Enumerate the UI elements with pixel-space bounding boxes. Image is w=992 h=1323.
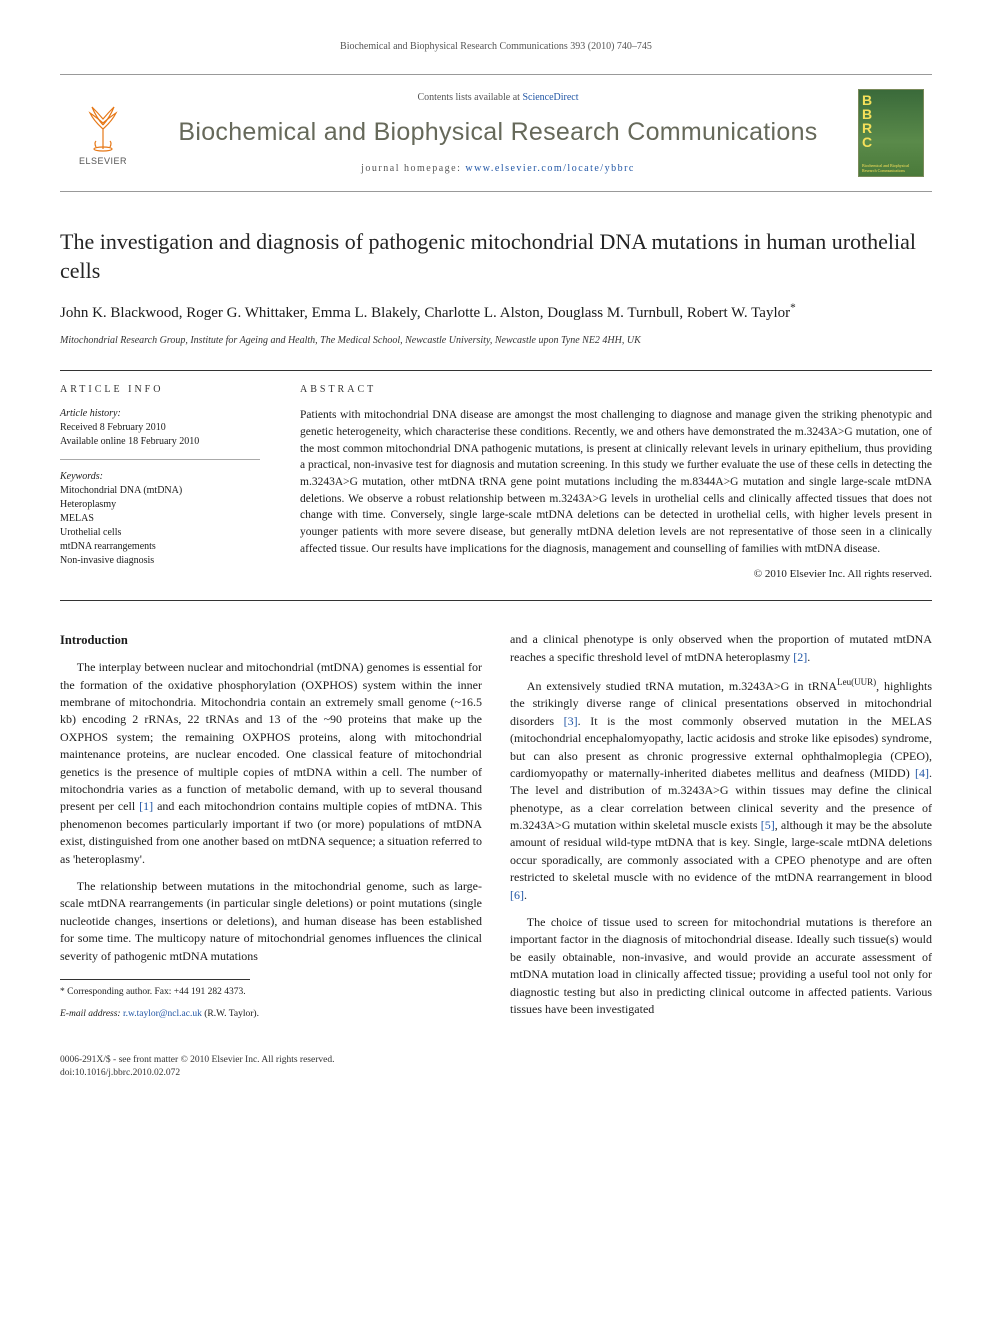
info-abstract-section: article info Article history: Received 8…	[60, 370, 932, 601]
received-date: Received 8 February 2010	[60, 421, 260, 435]
keyword-item: Urothelial cells	[60, 526, 260, 540]
homepage-prefix: journal homepage:	[361, 163, 465, 174]
history-label: Article history:	[60, 407, 260, 421]
journal-cover-thumbnail: B B R C Biochemical and Biophysical Rese…	[858, 89, 924, 177]
journal-title: Biochemical and Biophysical Research Com…	[154, 115, 842, 150]
elsevier-tree-icon	[76, 99, 130, 153]
keywords-block: Keywords: Mitochondrial DNA (mtDNA) Hete…	[60, 470, 260, 578]
body-paragraph: and a clinical phenotype is only observe…	[510, 631, 932, 666]
body-paragraph: The choice of tissue used to screen for …	[510, 914, 932, 1018]
keyword-item: mtDNA rearrangements	[60, 540, 260, 554]
keyword-item: Mitochondrial DNA (mtDNA)	[60, 484, 260, 498]
p4f-text: .	[524, 888, 527, 902]
running-header: Biochemical and Biophysical Research Com…	[60, 40, 932, 54]
keyword-item: Heteroplasmy	[60, 498, 260, 512]
email-name: (R.W. Taylor).	[204, 1009, 259, 1019]
cover-initials: B B R C	[862, 93, 920, 149]
affiliation: Mitochondrial Research Group, Institute …	[60, 334, 932, 348]
body-paragraph: An extensively studied tRNA mutation, m.…	[510, 676, 932, 904]
author-list: John K. Blackwood, Roger G. Whittaker, E…	[60, 301, 932, 324]
body-paragraph: The interplay between nuclear and mitoch…	[60, 659, 482, 868]
journal-homepage-link[interactable]: www.elsevier.com/locate/ybbrc	[465, 163, 634, 174]
p1-text: The interplay between nuclear and mitoch…	[60, 660, 482, 813]
article-info-heading: article info	[60, 383, 260, 397]
email-label: E-mail address:	[60, 1009, 121, 1019]
article-title: The investigation and diagnosis of patho…	[60, 228, 932, 285]
contents-prefix: Contents lists available at	[417, 92, 522, 103]
doi-line: doi:10.1016/j.bbrc.2010.02.072	[60, 1067, 932, 1080]
available-date: Available online 18 February 2010	[60, 435, 260, 449]
cover-small-text: Biochemical and Biophysical Research Com…	[862, 164, 920, 173]
citation-link[interactable]: [2]	[793, 650, 807, 664]
journal-masthead: ELSEVIER Contents lists available at Sci…	[60, 74, 932, 192]
p2-text: The relationship between mutations in th…	[60, 879, 482, 963]
trna-superscript: Leu(UUR)	[837, 677, 876, 687]
citation-link[interactable]: [1]	[139, 799, 153, 813]
article-body: Introduction The interplay between nucle…	[60, 631, 932, 1029]
citation-link[interactable]: [6]	[510, 888, 524, 902]
footnote-separator	[60, 979, 250, 980]
email-footnote: E-mail address: r.w.taylor@ncl.ac.uk (R.…	[60, 1008, 482, 1020]
corresponding-label: * Corresponding author. Fax: +44 191 282…	[60, 987, 246, 997]
keyword-item: MELAS	[60, 512, 260, 526]
p4a-text: An extensively studied tRNA mutation, m.…	[527, 679, 837, 693]
citation-link[interactable]: [3]	[564, 714, 578, 728]
p3-text: and a clinical phenotype is only observe…	[510, 632, 932, 663]
abstract-text: Patients with mitochondrial DNA disease …	[300, 407, 932, 557]
authors-text: John K. Blackwood, Roger G. Whittaker, E…	[60, 305, 790, 321]
abstract-heading: abstract	[300, 383, 932, 397]
p5-text: The choice of tissue used to screen for …	[510, 915, 932, 1016]
corresponding-email-link[interactable]: r.w.taylor@ncl.ac.uk	[123, 1009, 202, 1019]
article-info-column: article info Article history: Received 8…	[60, 371, 270, 600]
keyword-item: Non-invasive diagnosis	[60, 554, 260, 568]
sciencedirect-link[interactable]: ScienceDirect	[522, 92, 578, 103]
corresponding-author-footnote: * Corresponding author. Fax: +44 191 282…	[60, 986, 482, 998]
elsevier-logo: ELSEVIER	[68, 99, 138, 168]
citation-link[interactable]: [4]	[915, 766, 929, 780]
citation-link[interactable]: [5]	[761, 818, 775, 832]
introduction-heading: Introduction	[60, 631, 482, 649]
footer-block: 0006-291X/$ - see front matter © 2010 El…	[60, 1054, 932, 1081]
body-paragraph: The relationship between mutations in th…	[60, 878, 482, 965]
article-history-block: Article history: Received 8 February 201…	[60, 407, 260, 460]
keywords-label: Keywords:	[60, 470, 260, 484]
masthead-center: Contents lists available at ScienceDirec…	[154, 91, 842, 176]
abstract-column: abstract Patients with mitochondrial DNA…	[300, 371, 932, 600]
front-matter-line: 0006-291X/$ - see front matter © 2010 El…	[60, 1054, 932, 1067]
elsevier-wordmark: ELSEVIER	[79, 155, 127, 168]
contents-available-line: Contents lists available at ScienceDirec…	[154, 91, 842, 105]
journal-homepage-line: journal homepage: www.elsevier.com/locat…	[154, 162, 842, 176]
corresponding-marker: *	[790, 302, 796, 314]
p3-tail: .	[807, 650, 810, 664]
abstract-copyright: © 2010 Elsevier Inc. All rights reserved…	[300, 567, 932, 582]
